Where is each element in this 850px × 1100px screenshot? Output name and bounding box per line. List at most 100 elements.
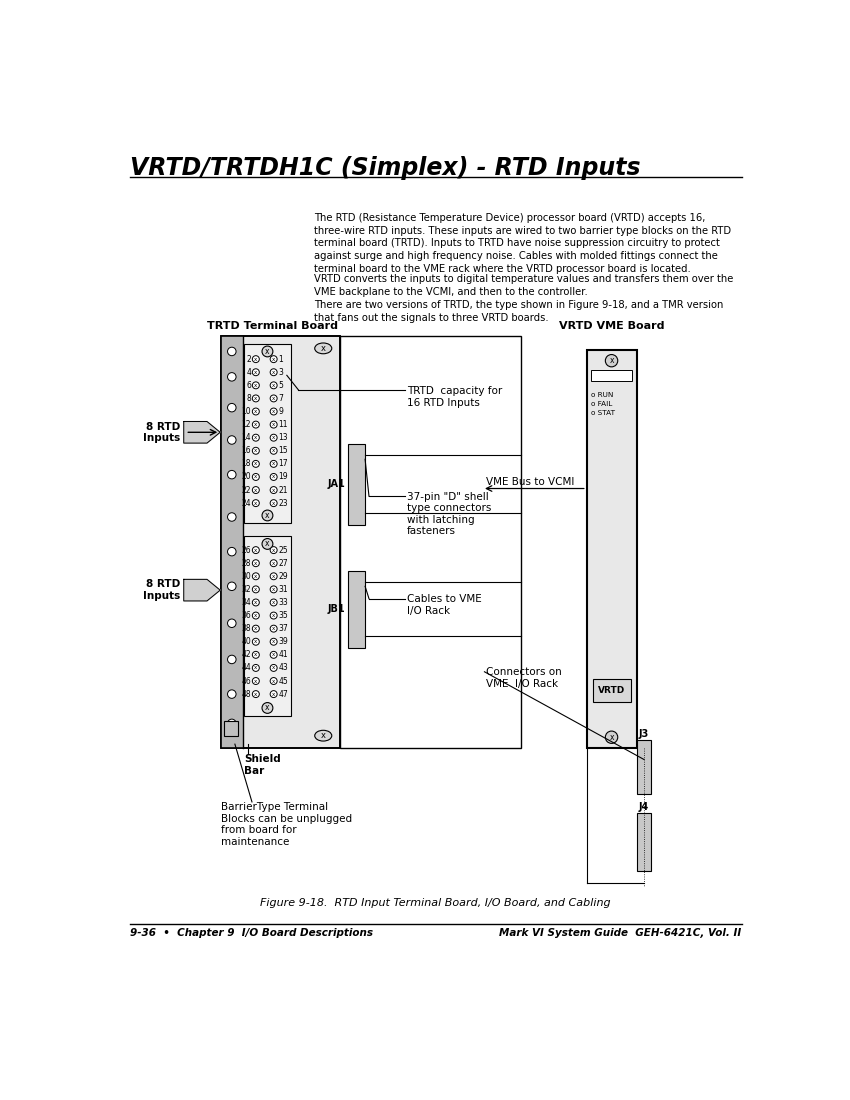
Text: x: x: [254, 474, 258, 480]
Circle shape: [252, 395, 259, 402]
Text: 25: 25: [278, 546, 288, 554]
Circle shape: [270, 382, 277, 388]
Circle shape: [270, 486, 277, 494]
Text: 41: 41: [278, 650, 288, 659]
Text: x: x: [265, 346, 269, 356]
Circle shape: [270, 560, 277, 566]
Circle shape: [270, 691, 277, 697]
Text: 31: 31: [278, 585, 288, 594]
Text: 45: 45: [278, 676, 288, 685]
Text: x: x: [609, 733, 614, 741]
Text: x: x: [265, 704, 269, 713]
Circle shape: [252, 586, 259, 593]
Text: x: x: [254, 422, 258, 427]
Text: 42: 42: [241, 650, 251, 659]
Text: x: x: [272, 666, 275, 670]
Text: 20: 20: [241, 473, 251, 482]
Circle shape: [262, 346, 273, 356]
Text: 5: 5: [278, 381, 283, 389]
Text: 17: 17: [278, 460, 288, 469]
Text: 22: 22: [241, 485, 251, 495]
Text: x: x: [254, 639, 258, 645]
Text: x: x: [272, 449, 275, 453]
Text: 19: 19: [278, 473, 288, 482]
Circle shape: [228, 619, 236, 627]
Circle shape: [252, 486, 259, 494]
Text: x: x: [254, 370, 258, 375]
Circle shape: [262, 703, 273, 713]
Circle shape: [252, 368, 259, 376]
Circle shape: [270, 448, 277, 454]
Ellipse shape: [314, 343, 332, 354]
Text: x: x: [272, 461, 275, 466]
Bar: [638, 740, 651, 794]
Text: x: x: [272, 409, 275, 414]
Bar: [221, 337, 242, 748]
Text: 23: 23: [278, 498, 288, 507]
Circle shape: [270, 600, 277, 606]
Text: 14: 14: [241, 433, 251, 442]
Text: x: x: [254, 561, 258, 565]
Text: x: x: [320, 344, 326, 353]
Circle shape: [228, 548, 236, 556]
Text: x: x: [254, 449, 258, 453]
Text: x: x: [254, 600, 258, 605]
Text: x: x: [254, 692, 258, 696]
Bar: [244, 537, 291, 716]
Circle shape: [252, 560, 259, 566]
Bar: [221, 337, 340, 748]
Text: J4: J4: [638, 802, 649, 812]
Text: 28: 28: [241, 559, 251, 568]
Circle shape: [605, 732, 618, 744]
Text: x: x: [272, 613, 275, 618]
Polygon shape: [184, 421, 220, 443]
Text: TRTD  capacity for
16 RTD Inputs: TRTD capacity for 16 RTD Inputs: [407, 386, 502, 408]
Bar: [592, 370, 632, 381]
Circle shape: [252, 382, 259, 388]
Text: 37-pin "D" shell
type connectors
with latching
fasteners: 37-pin "D" shell type connectors with la…: [407, 492, 491, 537]
Text: 27: 27: [278, 559, 288, 568]
Circle shape: [270, 573, 277, 580]
Text: 30: 30: [241, 572, 251, 581]
Text: 8 RTD
Inputs: 8 RTD Inputs: [144, 580, 181, 601]
Text: x: x: [272, 474, 275, 480]
Text: x: x: [254, 396, 258, 400]
Circle shape: [228, 690, 236, 698]
Circle shape: [252, 355, 259, 363]
Circle shape: [252, 612, 259, 619]
Text: x: x: [272, 679, 275, 683]
Text: 39: 39: [278, 637, 288, 646]
Circle shape: [252, 421, 259, 428]
Text: x: x: [254, 548, 258, 552]
Bar: [340, 337, 521, 748]
Circle shape: [270, 473, 277, 481]
Circle shape: [252, 547, 259, 553]
Text: 8 RTD
Inputs: 8 RTD Inputs: [144, 421, 181, 443]
Circle shape: [270, 586, 277, 593]
Text: 44: 44: [241, 663, 251, 672]
Text: 2: 2: [246, 354, 251, 364]
Bar: [221, 337, 340, 748]
Text: x: x: [254, 613, 258, 618]
Text: x: x: [320, 732, 326, 740]
Text: x: x: [272, 600, 275, 605]
Text: 38: 38: [241, 624, 251, 634]
Text: 43: 43: [278, 663, 288, 672]
Bar: [638, 814, 651, 871]
Text: x: x: [254, 666, 258, 670]
Text: x: x: [272, 436, 275, 440]
Circle shape: [270, 638, 277, 646]
Circle shape: [228, 348, 236, 355]
Circle shape: [270, 651, 277, 658]
Text: BarrierType Terminal
Blocks can be unplugged
from board for
maintenance: BarrierType Terminal Blocks can be unplu…: [221, 802, 352, 847]
Circle shape: [252, 664, 259, 671]
Text: 9-36  •  Chapter 9  I/O Board Descriptions: 9-36 • Chapter 9 I/O Board Descriptions: [129, 928, 372, 938]
Circle shape: [270, 499, 277, 507]
Circle shape: [270, 461, 277, 468]
Circle shape: [252, 638, 259, 646]
Text: x: x: [272, 500, 275, 506]
Circle shape: [270, 664, 277, 671]
Circle shape: [262, 510, 273, 521]
Circle shape: [270, 408, 277, 415]
Text: x: x: [254, 574, 258, 579]
